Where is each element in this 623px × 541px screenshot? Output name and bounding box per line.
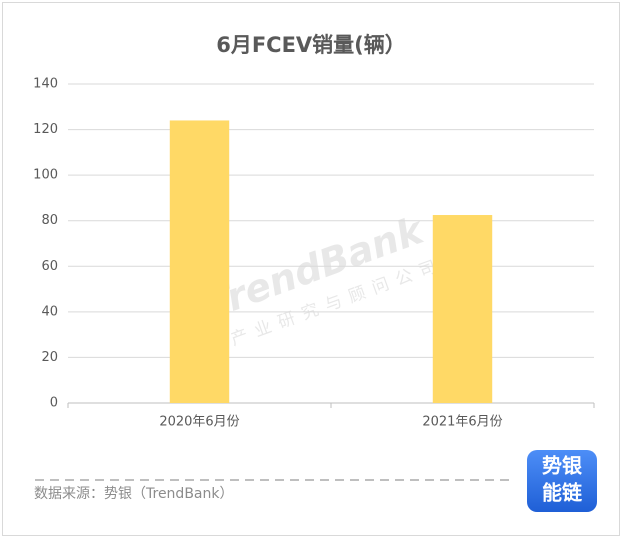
y-tick-label: 120 <box>33 122 58 137</box>
x-tick-label: 2021年6月份 <box>422 415 502 430</box>
y-tick-label: 100 <box>33 168 58 183</box>
plot-area: 0 20 40 60 80 100 120 140 2020年6月份 2021年6月份 <box>33 77 595 430</box>
source-note: 数据来源：势银（TrendBank） <box>34 486 233 502</box>
chart-frame <box>2 2 620 536</box>
y-tick-label: 60 <box>41 259 58 274</box>
logo-text: 势银 <box>542 454 583 478</box>
logo-text: 能链 <box>542 481 583 505</box>
bar <box>169 120 230 403</box>
y-tick-label: 140 <box>33 77 58 92</box>
y-tick-label: 0 <box>50 396 58 411</box>
bar <box>432 215 493 403</box>
logo-badge <box>527 450 597 512</box>
y-tick-label: 80 <box>41 213 58 228</box>
y-tick-label: 40 <box>41 304 58 319</box>
chart-title: 6月FCEV销量(辆） <box>216 33 406 57</box>
x-tick-label: 2020年6月份 <box>159 415 239 430</box>
y-tick-label: 20 <box>41 350 58 365</box>
